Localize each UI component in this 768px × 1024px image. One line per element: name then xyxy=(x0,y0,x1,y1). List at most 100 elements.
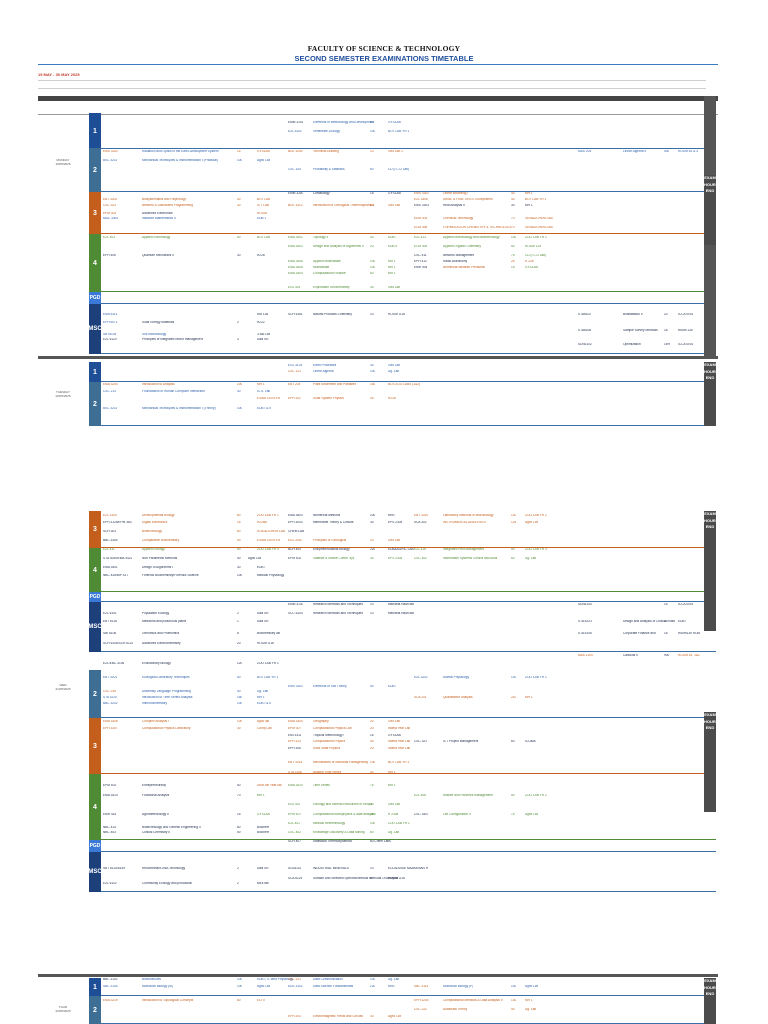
table-cell: Earth Processes xyxy=(313,364,337,367)
table-cell: 16 xyxy=(664,632,668,635)
day-label: WED 21/05/2025 xyxy=(55,683,71,691)
table-cell: Medical Helminthology xyxy=(313,822,346,825)
table-row: EPH 3125/EPM 383 Digital Electronics 15 R22… xyxy=(0,521,700,529)
table-cell: 16% xyxy=(664,343,671,346)
table-cell: SCH 6161 xyxy=(288,313,303,316)
table-cell: Applied Organic Chemistry xyxy=(443,245,481,248)
table-cell: 15 xyxy=(370,192,374,195)
table-row: EMA 3308 Complex Analysis I 100 Agric lab EM… xyxy=(0,720,700,728)
table-cell: 15 xyxy=(511,266,515,269)
table-cell: Information Systems Control and Audit xyxy=(443,557,498,560)
session-label: MSC xyxy=(88,852,102,892)
table-cell: STA6102 xyxy=(578,313,592,316)
table-cell: GYSLAB xyxy=(257,813,270,816)
table-cell: Linear Algebra xyxy=(313,370,334,373)
table-cell: Population Ecology xyxy=(142,612,170,615)
table-cell: 210 xyxy=(511,696,517,699)
table-cell: CD (I.C.U Lab) xyxy=(525,254,547,257)
table-row: EMM 3300 Climatology 15 GYSLAB EMS 3302 Linea… xyxy=(0,192,700,200)
table-cell: Indeta Year Lab xyxy=(388,747,411,750)
table-cell: 60 xyxy=(370,831,374,834)
table-cell: 2 xyxy=(237,882,239,885)
table-cell: IC.S. Lab xyxy=(257,390,271,393)
table-cell: INDUSTRIAL MINERALS xyxy=(313,867,350,870)
table-cell: Network & Distributed Programming xyxy=(142,204,193,207)
table-cell: SCA 302 xyxy=(414,521,427,524)
table-cell: ZOO LAB YR 1 xyxy=(525,676,547,679)
table-cell: Foundations of Human Computer Interactio… xyxy=(142,390,205,393)
table-row: EPH 406 Quantum Mechanics II 30 R228 CSC 411… xyxy=(0,254,700,262)
table-cell: EPH 313 xyxy=(288,740,301,743)
table-cell: CHEM LAB xyxy=(288,530,305,533)
table-cell: Biotechnology and Genetic Engineering II xyxy=(142,826,201,829)
table-cell: 100 xyxy=(237,407,243,410)
table-row: EZL 6102 Community Ecology and production… xyxy=(0,882,700,890)
table-cell: EZL 6101 xyxy=(103,612,117,615)
table-cell: Elements of Soil Theory xyxy=(313,685,347,688)
table-cell: 2 xyxy=(237,321,239,324)
table-cell: ECM 409 xyxy=(414,245,428,248)
table-cell: EPH 3307 xyxy=(103,727,118,730)
table-cell: 120 xyxy=(511,676,517,679)
table-cell: SCC 6104 xyxy=(288,612,303,615)
section-divider xyxy=(101,191,716,192)
table-cell: R228 xyxy=(388,397,396,400)
table-cell: 40 xyxy=(511,192,515,195)
table-row: EMA 3205 Introduction to Analysis 200 MH 1 E… xyxy=(0,383,700,391)
table-cell: 50 xyxy=(237,539,241,542)
table-cell: STA 3106 xyxy=(288,771,302,774)
table-cell: 10 xyxy=(370,612,374,615)
table-cell: 150 xyxy=(237,696,243,699)
section-divider xyxy=(101,995,716,996)
table-cell: MH 1 xyxy=(525,204,533,207)
table-cell: 200 xyxy=(237,383,243,386)
table-cell: 100 xyxy=(370,130,376,133)
table-cell: EPH 3003 xyxy=(288,521,303,524)
section-divider xyxy=(101,601,716,602)
table-row: STA6108 Sample Survey Methods 18 Room 135 xyxy=(0,329,700,337)
table-cell: EZL 6120 xyxy=(103,338,117,341)
table-cell: 2 xyxy=(237,612,239,615)
table-cell: Radio Astronomy xyxy=(443,260,468,263)
table-cell: Room 135 xyxy=(678,329,693,332)
table-cell: Agric Lab xyxy=(525,521,539,524)
table-cell: Calculus II xyxy=(623,654,638,657)
table-cell: ICCA 0001 xyxy=(678,343,694,346)
table-row: EPM 402 Entrepreneurship 50 Undr 4th Year l… xyxy=(0,784,700,792)
table-row: NBC 403 Clinical Chemistry II 50 Biochem CSC… xyxy=(0,831,700,839)
table-cell: Biochem xyxy=(257,831,270,834)
table-cell: Research Methods and Techniques xyxy=(313,603,363,606)
table-row: Elements of Meteorology and Development 1… xyxy=(0,121,700,129)
table-cell: Computational Astrophysics & data analyt… xyxy=(313,813,376,816)
table-cell: Clinical Chemistry II xyxy=(142,831,171,834)
table-cell: Principles of Geological xyxy=(313,539,347,542)
table-cell: 20 xyxy=(370,720,374,723)
table-cell: EDB I xyxy=(678,620,687,623)
table-cell: MH 1 xyxy=(525,999,533,1002)
day-separator xyxy=(38,974,718,977)
table-cell: 80 xyxy=(237,999,241,1002)
table-cell: BBC 3102 xyxy=(103,978,118,981)
table-cell: EDB&AGRIC LAB xyxy=(388,548,414,551)
rule xyxy=(38,88,706,89)
table-cell: Agric Lab xyxy=(257,159,271,162)
table-cell: 3 Bio Lab xyxy=(257,333,271,336)
table-row: EGL 402 Geology and Mineral Resources of … xyxy=(0,803,700,811)
table-cell: Biochemistry lab xyxy=(257,632,281,635)
table-cell: SGL6102 xyxy=(288,867,302,870)
table-cell: Introduction to Topological Concepts xyxy=(142,999,194,1002)
table-cell: MH 1 xyxy=(525,696,533,699)
table-cell: 100 xyxy=(511,985,517,988)
table-cell: EBT 3310 xyxy=(414,514,429,517)
section-divider xyxy=(101,773,716,774)
table-cell: 30 xyxy=(370,364,374,367)
column-subheader xyxy=(38,108,718,115)
session-label: 3 xyxy=(89,511,101,548)
table-cell: Indeta Year Lab xyxy=(388,740,411,743)
table-cell: BOT LAB xyxy=(257,198,271,201)
table-row: BSC 3211 Mechanical Techniques & Instrume… xyxy=(0,159,700,167)
table-cell: ICCA 0001 xyxy=(678,313,694,316)
table-cell: Geo Lab xyxy=(388,204,401,207)
table-cell: MH 1 xyxy=(257,696,265,699)
table-cell: Linear Algebra II xyxy=(623,150,647,153)
